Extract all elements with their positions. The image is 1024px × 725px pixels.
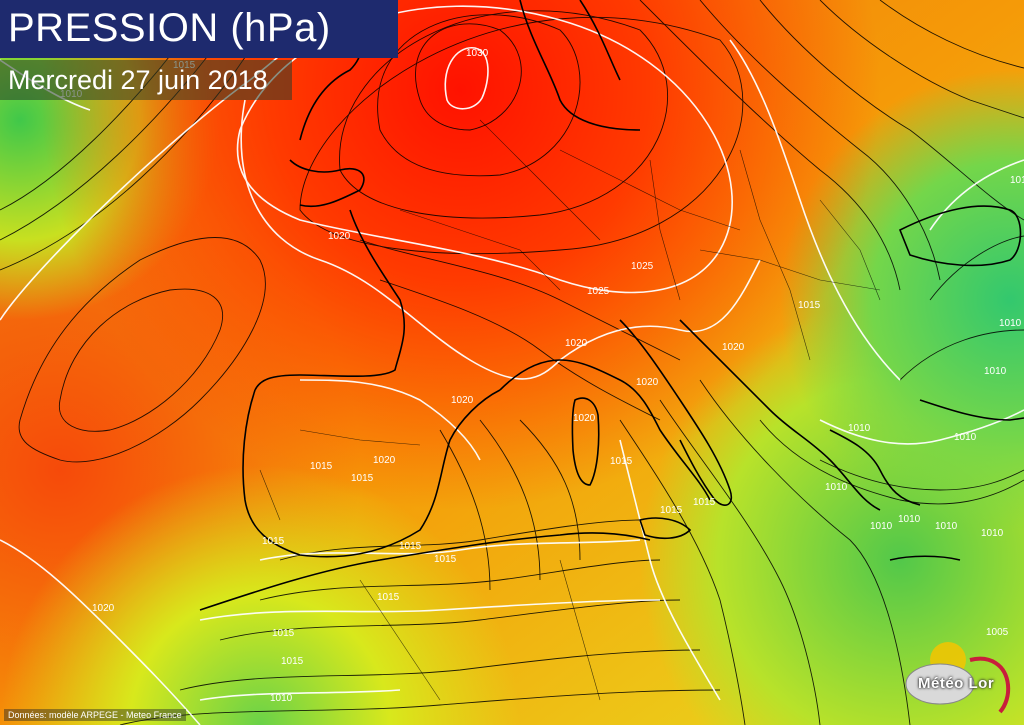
isobar-1030 (444, 47, 489, 110)
isobar-label: 1010 (848, 423, 871, 434)
map-title: PRESSION (hPa) (8, 6, 331, 50)
isobar-label: 1010 (870, 521, 893, 532)
isobar-1020-iberia (299, 379, 481, 461)
isobar-label: 1015 (399, 541, 422, 552)
isobar-label: 1015 (377, 592, 400, 603)
borders (259, 119, 881, 701)
title-banner: PRESSION (hPa) (0, 0, 398, 58)
isobar-label: 1030 (466, 48, 489, 59)
data-source: Données: modèle ARPEGE - Meteo France (4, 709, 186, 721)
isobar-1015-africa (259, 539, 641, 561)
isobar-1015-east (729, 39, 901, 381)
logo: Météo Lor (900, 657, 1010, 717)
isobar-label: 1015 (310, 461, 333, 472)
logo-text: Météo Lor (918, 675, 995, 692)
isobar-label: 1015 (610, 456, 633, 467)
isobar-label: 1010 (984, 366, 1007, 377)
isobar-label: 1015 (798, 300, 821, 311)
date-banner: Mercredi 27 juin 2018 (0, 60, 292, 100)
isobar-label: 1010 (898, 514, 921, 525)
isobar-label: 1020 (573, 413, 596, 424)
isobar-1010-east (929, 159, 1024, 231)
isobar-1015-africa-2 (199, 599, 661, 621)
isobar-1020-west (0, 539, 201, 725)
isobar-label: 1025 (587, 286, 610, 297)
isobar-label: 1020 (328, 231, 351, 242)
isobar-label: 1005 (986, 627, 1009, 638)
cloud-icon (905, 663, 975, 705)
isobar-label: 1015 (281, 656, 304, 667)
isobar-label: 1015 (351, 473, 374, 484)
isobar-label: 1015 (262, 536, 285, 547)
isobar-1015-italy (619, 439, 721, 701)
isobar-label: 1020 (636, 377, 659, 388)
isobar-label: 1020 (722, 342, 745, 353)
isobar-label: 1020 (451, 395, 474, 406)
isobar-1020-main-2 (240, 99, 761, 380)
isobar-label: 1010 (825, 482, 848, 493)
isobar-label: 1010 (935, 521, 958, 532)
isobar-label: 1020 (373, 455, 396, 466)
isobar-label: 1020 (565, 338, 588, 349)
isobar-label: 1015 (272, 628, 295, 639)
isobar-1025-north (236, 5, 733, 294)
isobar-label: 1015 (660, 505, 683, 516)
coastlines (199, 0, 1024, 611)
isobar-label: 1015 (693, 497, 716, 508)
isobar-label: 1010 (981, 528, 1004, 539)
isobar-label: 1020 (92, 603, 115, 614)
isobar-label: 1015 (434, 554, 457, 565)
isobar-label: 1010 (999, 318, 1022, 329)
isobar-label: 1010 (270, 693, 293, 704)
swoosh-icon (969, 656, 1011, 714)
isobar-label: 1025 (631, 261, 654, 272)
logo-graphic (905, 642, 1011, 714)
isobar-1010-south (199, 689, 401, 701)
isobar-label: 1010 (1010, 175, 1024, 186)
isobar-label: 1010 (954, 432, 977, 443)
map-date: Mercredi 27 juin 2018 (8, 65, 268, 95)
